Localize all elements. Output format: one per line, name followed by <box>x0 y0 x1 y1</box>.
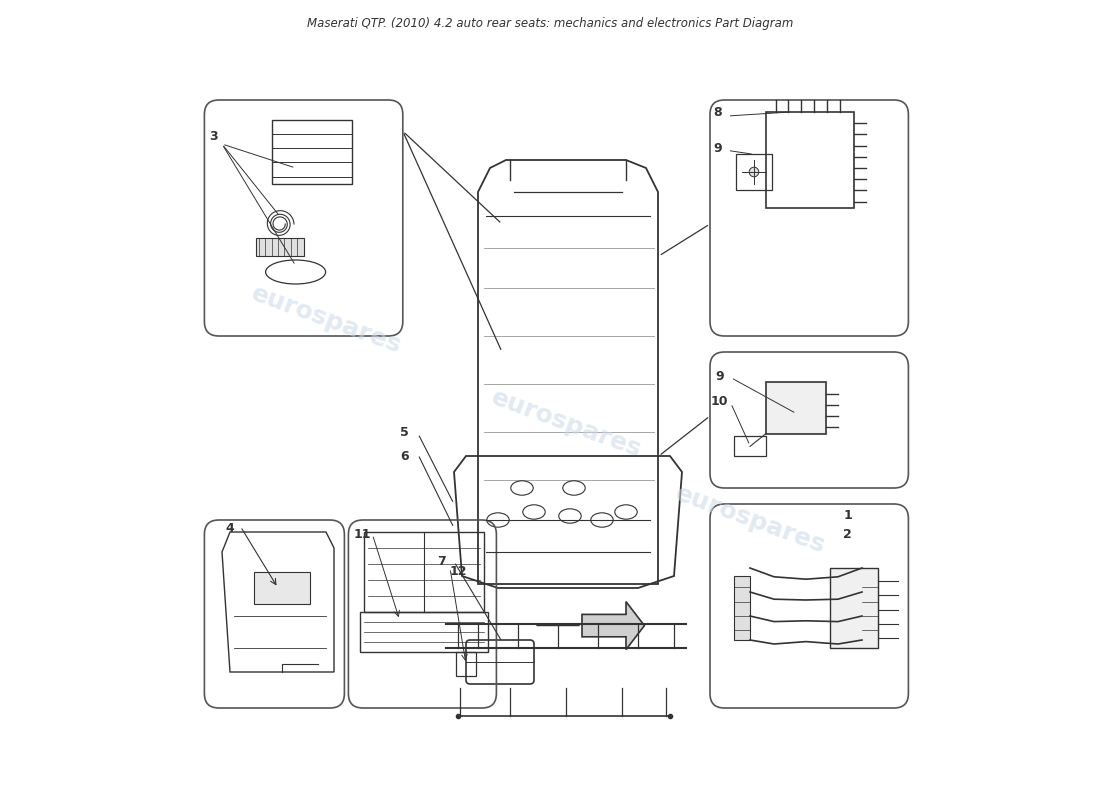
Text: 1: 1 <box>844 509 852 522</box>
Bar <box>360 612 487 652</box>
Text: 4: 4 <box>226 522 234 534</box>
Bar <box>734 576 750 640</box>
Text: Maserati QTP. (2010) 4.2 auto rear seats: mechanics and electronics Part Diagram: Maserati QTP. (2010) 4.2 auto rear seats… <box>307 18 793 30</box>
Ellipse shape <box>749 167 759 177</box>
Bar <box>364 532 484 612</box>
Bar <box>830 568 878 648</box>
Bar <box>734 436 766 456</box>
Text: 2: 2 <box>844 528 852 541</box>
Text: 9: 9 <box>714 142 723 154</box>
Polygon shape <box>582 602 645 650</box>
Bar <box>254 572 310 604</box>
Bar <box>766 382 826 434</box>
Text: 6: 6 <box>400 450 409 462</box>
Text: 8: 8 <box>714 106 723 119</box>
Text: eurospares: eurospares <box>248 282 405 358</box>
Text: eurospares: eurospares <box>671 482 828 558</box>
Bar <box>766 112 854 208</box>
Text: 3: 3 <box>210 130 218 142</box>
Text: 5: 5 <box>400 426 409 438</box>
Text: 10: 10 <box>711 395 728 408</box>
Text: 9: 9 <box>715 370 724 382</box>
Text: 12: 12 <box>449 565 466 578</box>
Bar <box>736 154 771 190</box>
Bar <box>255 238 304 256</box>
Bar <box>862 576 878 640</box>
Bar <box>455 652 475 676</box>
Text: eurospares: eurospares <box>487 386 645 462</box>
Text: 11: 11 <box>353 528 371 541</box>
Bar <box>272 120 352 184</box>
Text: 7: 7 <box>438 555 447 568</box>
